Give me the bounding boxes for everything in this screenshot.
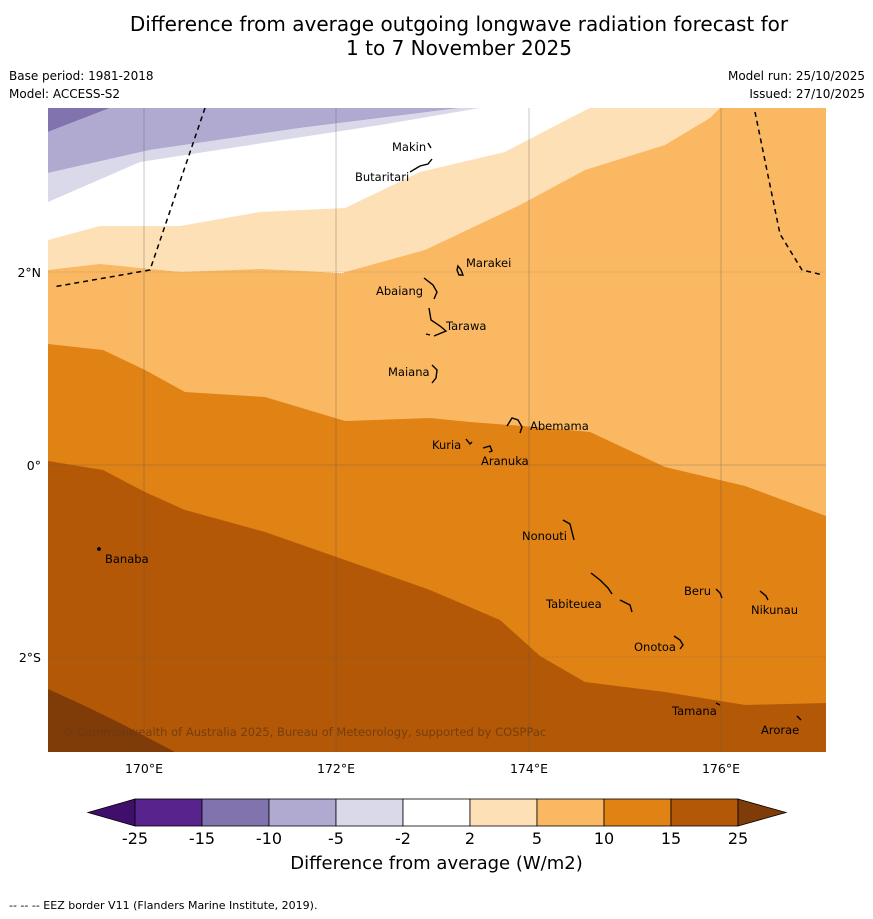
colorbar: -25 -15 -10 -5 -2 2 5 10 15 25 bbox=[88, 799, 786, 848]
map-area: Makin Butaritari Marakei Abaiang Tarawa … bbox=[48, 108, 826, 752]
colorbar-tick-label: 25 bbox=[728, 829, 748, 848]
colorbar-tick-label: 5 bbox=[532, 829, 542, 848]
label-beru: Beru bbox=[684, 584, 711, 598]
colorbar-segment bbox=[470, 799, 537, 826]
lon-label-174: 174°E bbox=[510, 761, 548, 776]
label-makin: Makin bbox=[392, 140, 426, 154]
colorbar-tick-label: -5 bbox=[328, 829, 344, 848]
map-figure: Makin Butaritari Marakei Abaiang Tarawa … bbox=[0, 0, 873, 919]
label-arorae: Arorae bbox=[761, 723, 799, 737]
colorbar-tick-label: 10 bbox=[594, 829, 614, 848]
lon-label-170: 170°E bbox=[125, 761, 163, 776]
label-tabiteuea: Tabiteuea bbox=[545, 597, 602, 611]
label-abaiang: Abaiang bbox=[376, 284, 423, 298]
lon-label-176: 176°E bbox=[702, 761, 740, 776]
colorbar-segment bbox=[604, 799, 671, 826]
label-aranuka: Aranuka bbox=[481, 454, 529, 468]
eez-legend-note: -- -- -- EEZ border V11 (Flanders Marine… bbox=[9, 899, 317, 912]
copyright-text: © Commonwealth of Australia 2025, Bureau… bbox=[62, 725, 546, 739]
label-abemama: Abemama bbox=[530, 419, 589, 433]
label-tamana: Tamana bbox=[671, 704, 717, 718]
colorbar-tick-label: 15 bbox=[661, 829, 681, 848]
colorbar-tick-label: -2 bbox=[395, 829, 411, 848]
colorbar-arrow-high bbox=[738, 799, 786, 826]
label-kuria: Kuria bbox=[432, 438, 461, 452]
lat-label-2n: 2°N bbox=[17, 265, 41, 280]
colorbar-segment bbox=[336, 799, 403, 826]
colorbar-title: Difference from average (W/m2) bbox=[0, 853, 873, 874]
colorbar-tick-label: 2 bbox=[465, 829, 475, 848]
colorbar-segment bbox=[537, 799, 604, 826]
colorbar-segment bbox=[202, 799, 269, 826]
island-banaba bbox=[98, 548, 100, 550]
lon-label-172: 172°E bbox=[317, 761, 355, 776]
colorbar-segment bbox=[269, 799, 336, 826]
label-tarawa: Tarawa bbox=[445, 319, 486, 333]
colorbar-segment bbox=[403, 799, 470, 826]
colorbar-arrow-low bbox=[88, 799, 135, 826]
label-onotoa: Onotoa bbox=[634, 640, 676, 654]
label-banaba: Banaba bbox=[105, 552, 149, 566]
colorbar-tick-label: -15 bbox=[189, 829, 215, 848]
label-maiana: Maiana bbox=[388, 365, 430, 379]
lat-label-2s: 2°S bbox=[19, 650, 41, 665]
label-marakei: Marakei bbox=[466, 256, 511, 270]
label-butaritari: Butaritari bbox=[355, 170, 409, 184]
colorbar-tick-label: -25 bbox=[122, 829, 148, 848]
label-nikunau: Nikunau bbox=[751, 603, 798, 617]
colorbar-segment bbox=[671, 799, 738, 826]
colorbar-tick-label: -10 bbox=[256, 829, 282, 848]
colorbar-segment bbox=[135, 799, 202, 826]
lat-label-0: 0° bbox=[27, 458, 41, 473]
label-nonouti: Nonouti bbox=[522, 529, 567, 543]
